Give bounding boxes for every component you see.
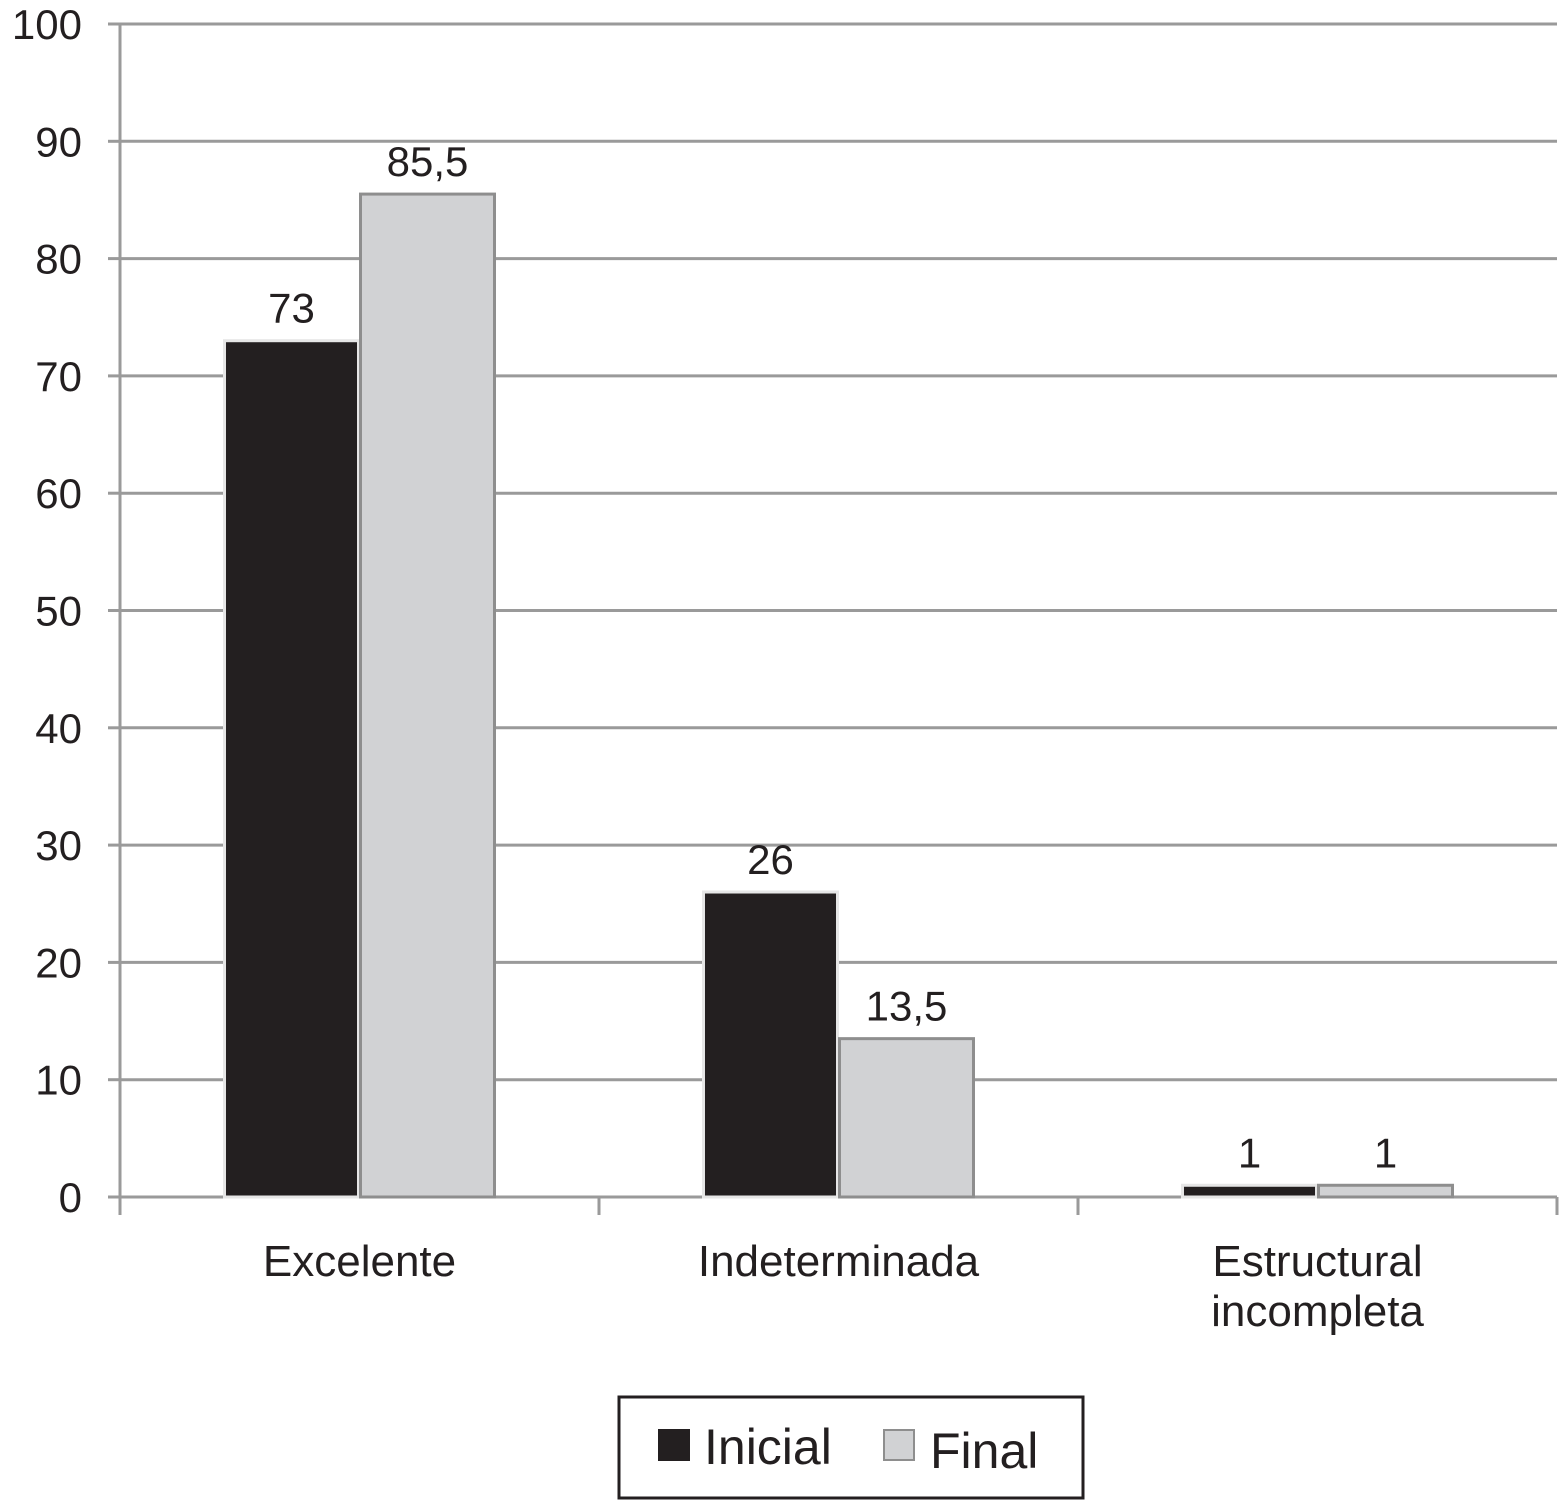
data-label-final-1: 13,5 — [866, 983, 948, 1030]
legend-label-final: Final — [930, 1423, 1038, 1479]
data-label-inicial-0: 73 — [268, 285, 315, 332]
y-tick-label-60: 60 — [35, 470, 82, 517]
data-label-inicial-2: 1 — [1238, 1129, 1261, 1176]
axes: 0 10 20 30 40 50 60 70 80 90 100 Excelente Indetermi… — [12, 1, 1559, 1336]
y-tick-label-50: 50 — [35, 588, 82, 635]
y-tick-label-20: 20 — [35, 939, 82, 986]
y-tick-label-90: 90 — [35, 118, 82, 165]
bar-final-0 — [359, 192, 496, 1199]
data-label-final-2: 1 — [1374, 1129, 1397, 1176]
bar-final-2 — [1317, 1183, 1454, 1199]
bar-inicial-1 — [702, 890, 839, 1199]
x-category-label: Excelente — [263, 1237, 456, 1286]
legend-label-inicial: Inicial — [704, 1419, 832, 1475]
data-label-final-0: 85,5 — [387, 138, 469, 185]
y-tick-label-30: 30 — [35, 822, 82, 869]
x-category-label: Indeterminada — [698, 1237, 980, 1286]
y-tick-label-70: 70 — [35, 353, 82, 400]
bar-inicial-0 — [223, 339, 360, 1199]
y-tick-label-10: 10 — [35, 1057, 82, 1104]
bar-final-1 — [838, 1037, 975, 1199]
y-tick-label-0: 0 — [59, 1174, 82, 1221]
y-tick-label-40: 40 — [35, 705, 82, 752]
bar-inicial-2 — [1181, 1183, 1318, 1199]
legend-swatch-final — [883, 1429, 915, 1461]
legend-swatch-inicial — [658, 1429, 690, 1461]
bars — [223, 192, 1454, 1199]
legend: Inicial Final — [617, 1395, 1085, 1500]
data-labels: 73 85,5 26 13,5 1 1 — [268, 138, 1397, 1176]
y-tick-label-80: 80 — [35, 236, 82, 283]
x-category-label: Estructural incompleta — [1211, 1237, 1424, 1336]
data-label-inicial-1: 26 — [747, 836, 794, 883]
y-tick-label-100: 100 — [12, 1, 82, 48]
legend-box — [617, 1395, 1085, 1500]
